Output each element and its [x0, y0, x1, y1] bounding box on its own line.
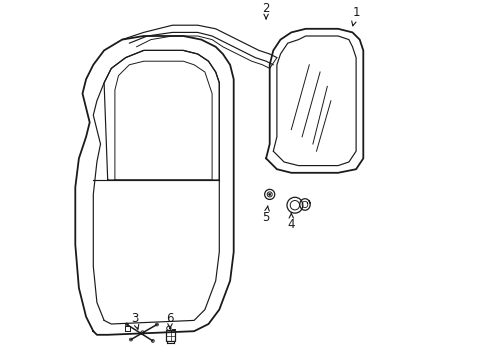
Text: 1: 1 [351, 6, 359, 26]
Text: 2: 2 [262, 3, 269, 19]
Text: 6: 6 [166, 312, 173, 328]
Text: 3: 3 [131, 312, 139, 329]
Bar [166, 330, 175, 341]
Circle shape [268, 193, 270, 195]
Text: 5: 5 [262, 206, 269, 224]
Text: 4: 4 [287, 213, 294, 231]
